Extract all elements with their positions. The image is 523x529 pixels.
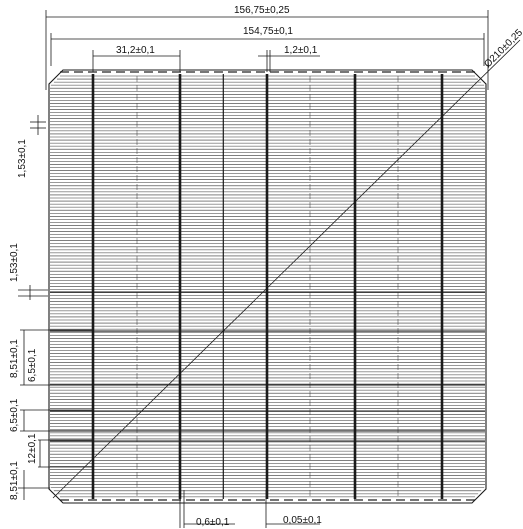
busbar	[222, 74, 224, 499]
busbar	[178, 74, 182, 499]
busbar-pitch-label: 31,2±0,1	[116, 45, 155, 56]
cell-width-label: 154,75±0,1	[243, 26, 293, 37]
busbar-width-label: 1,2±0,1	[284, 45, 318, 56]
segment-label-5: 8,51±0,1	[9, 461, 20, 500]
busbar	[91, 74, 95, 499]
finger-spacing-label-2: 1,53±0,1	[9, 243, 20, 282]
segment-label-1: 8,51±0,1	[9, 339, 20, 378]
busbar	[353, 74, 357, 499]
segment-label-3: 6,5±0,1	[9, 398, 20, 432]
finger-spacing-label-1: 1,53±0,1	[17, 139, 28, 178]
busbars	[50, 71, 485, 501]
finger-width-label: 0,05±0,1	[283, 515, 322, 526]
segment-label-2: 6,5±0,1	[27, 348, 38, 382]
segment-label-4: 12±0,1	[27, 433, 38, 464]
diagonal-label: Ø210±0,25	[482, 27, 523, 70]
pad-width-label: 0,6±0,1	[196, 517, 230, 528]
overall-width-label: 156,75±0,25	[234, 5, 290, 16]
busbar	[440, 74, 444, 499]
busbar	[265, 74, 269, 499]
